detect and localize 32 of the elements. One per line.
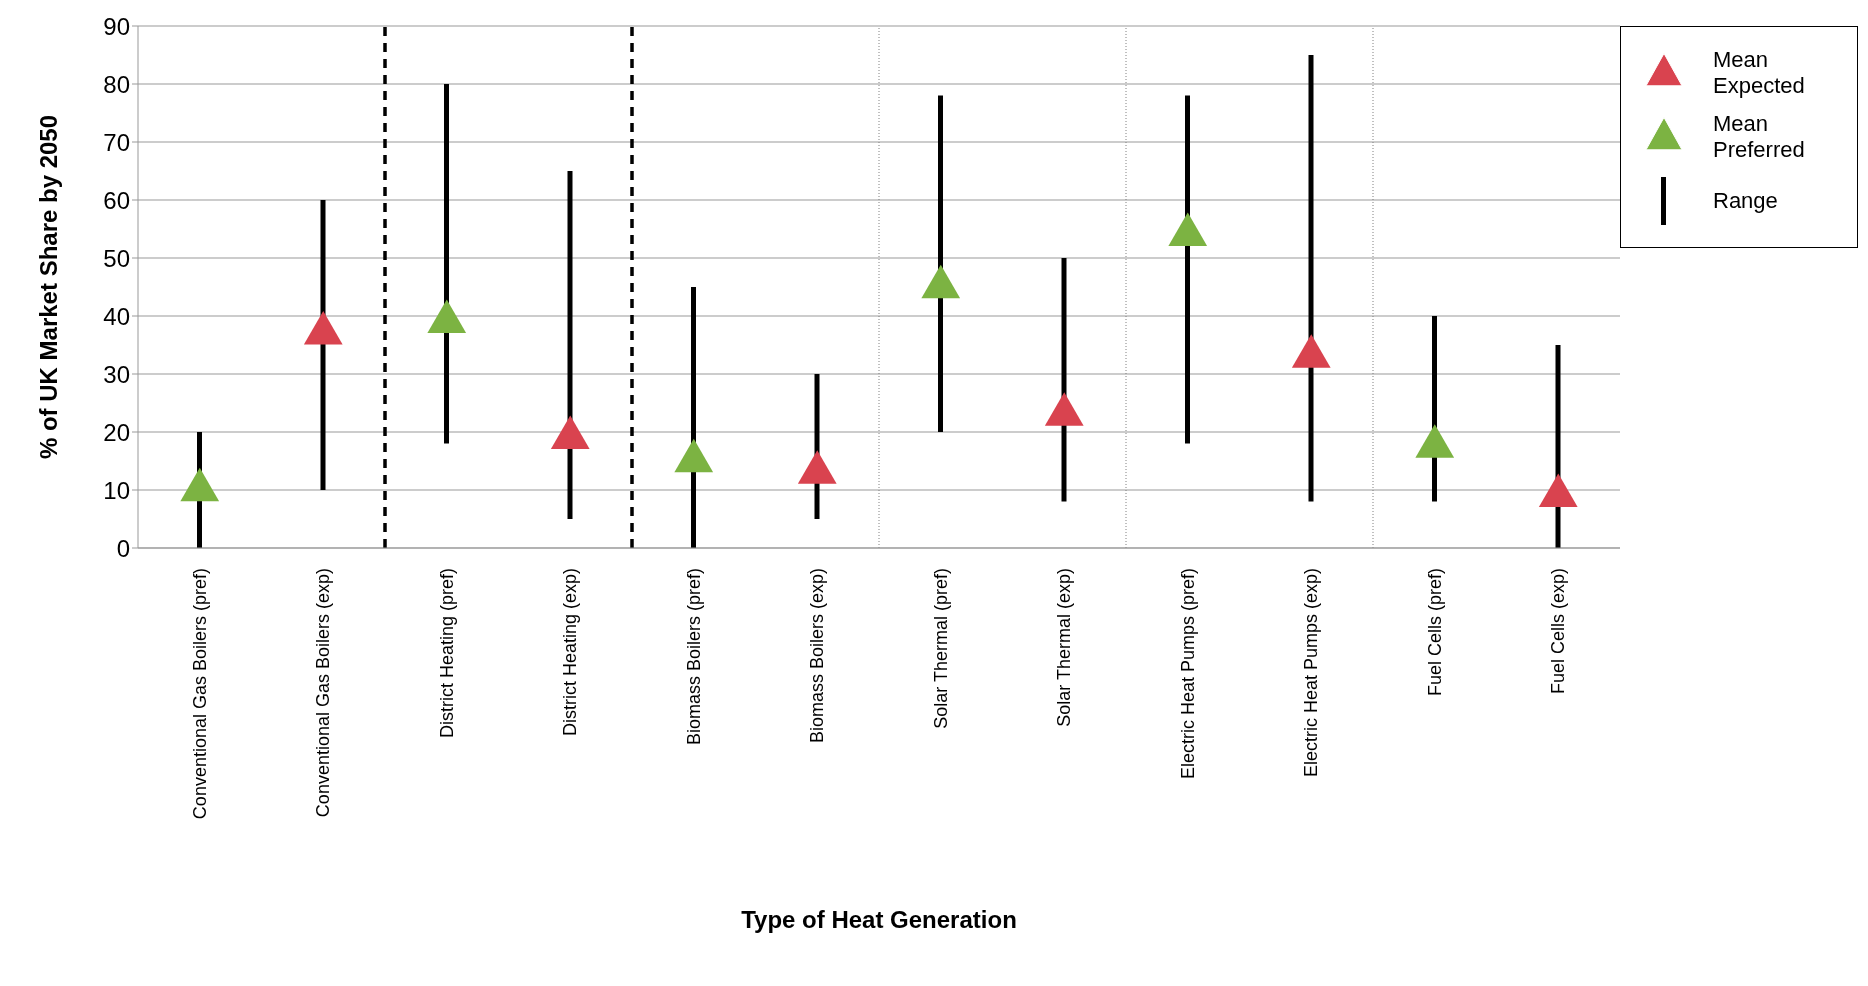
- y-tick-label: 70: [103, 128, 130, 156]
- y-tick-label: 20: [103, 418, 130, 446]
- x-tick-label: Fuel Cells (pref): [1424, 568, 1445, 697]
- legend-label: Mean Expected: [1713, 47, 1806, 99]
- y-tick-label: 40: [103, 302, 130, 330]
- x-tick-label: Conventional Gas Boilers (exp): [313, 568, 334, 818]
- bar: [1185, 95, 1190, 444]
- x-tick-label: Conventional Gas Boilers (pref): [189, 568, 210, 820]
- bar: [938, 95, 943, 432]
- x-tick-label: Electric Heat Pumps (pref): [1177, 568, 1198, 780]
- legend-label: Range: [1713, 188, 1778, 214]
- y-tick-label: 50: [103, 244, 130, 272]
- x-tick-label: Biomass Boilers (exp): [807, 568, 828, 744]
- x-tick-label: Solar Thermal (pref): [930, 568, 951, 729]
- x-tick-label: Biomass Boilers (pref): [683, 568, 704, 746]
- bar: [444, 84, 449, 444]
- legend-label: Mean Preferred: [1713, 111, 1806, 163]
- x-tick-label: District Heating (exp): [560, 568, 581, 737]
- y-tick-label: 0: [116, 534, 130, 562]
- y-tick-label: 60: [103, 186, 130, 214]
- y-tick-label: 90: [103, 12, 130, 40]
- x-tick-label: District Heating (pref): [436, 568, 457, 739]
- y-axis-title: % of UK Market Share by 2050: [34, 114, 62, 460]
- x-tick-label: Electric Heat Pumps (exp): [1301, 568, 1322, 778]
- y-tick-label: 80: [103, 70, 130, 98]
- y-tick-label: 30: [103, 360, 130, 388]
- y-tick-label: 10: [103, 476, 130, 504]
- x-tick-label: Fuel Cells (exp): [1548, 568, 1569, 695]
- bar: [1308, 55, 1314, 502]
- x-tick-label: Solar Thermal (exp): [1054, 568, 1075, 727]
- x-axis-title: Type of Heat Generation: [741, 906, 1017, 933]
- bar: [567, 171, 573, 519]
